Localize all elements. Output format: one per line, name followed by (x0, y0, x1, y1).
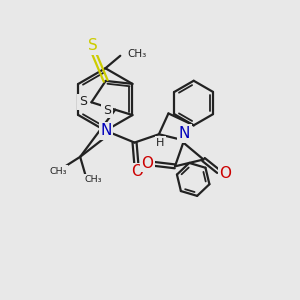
Text: CH₃: CH₃ (84, 175, 102, 184)
Text: N: N (100, 123, 112, 138)
Text: CH₃: CH₃ (128, 49, 147, 59)
Text: CH₃: CH₃ (49, 167, 67, 176)
Text: O: O (131, 164, 143, 179)
Text: O: O (220, 166, 232, 181)
Text: S: S (79, 95, 87, 108)
Text: H: H (156, 138, 165, 148)
Text: N: N (178, 126, 190, 141)
Text: S: S (88, 38, 98, 53)
Text: O: O (142, 156, 154, 171)
Text: S: S (103, 104, 111, 117)
